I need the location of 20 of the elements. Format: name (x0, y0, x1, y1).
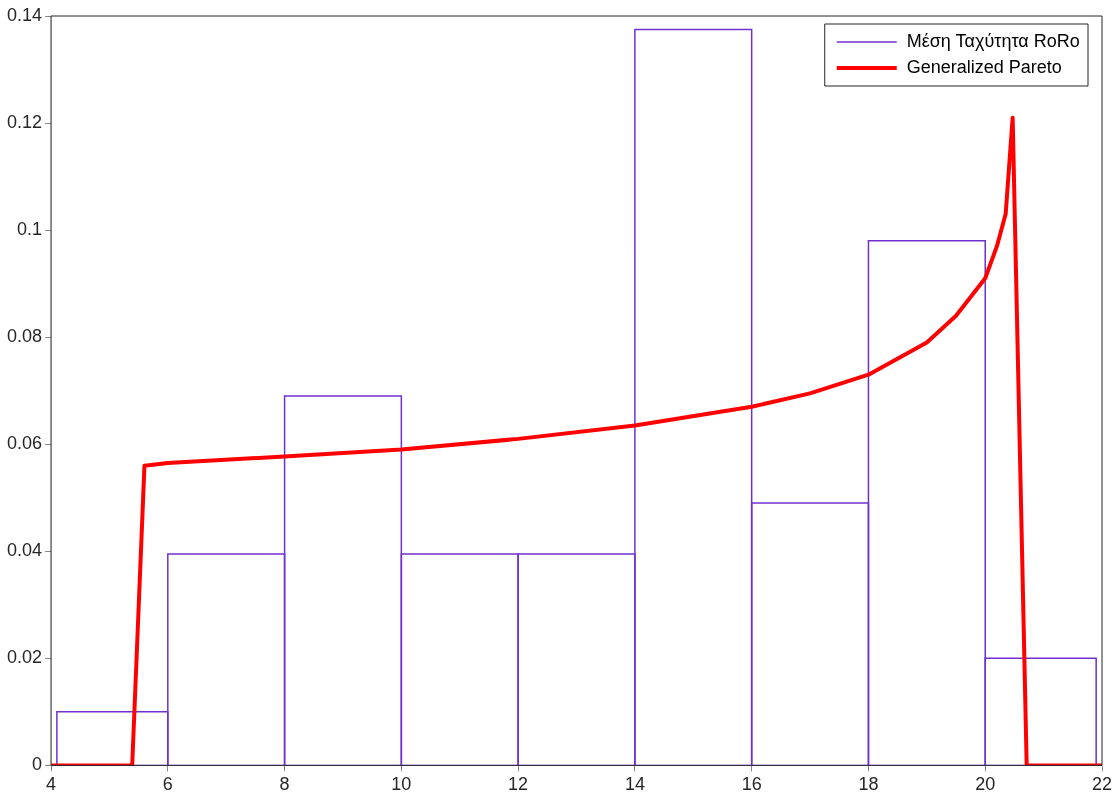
y-tick-label: 0.08 (6, 326, 43, 347)
legend-label: Μέση Ταχύτητα RoRo (906, 30, 1080, 51)
y-tick-label: 0.14 (6, 4, 43, 25)
x-tick-label: 8 (279, 774, 290, 795)
x-tick-label: 18 (858, 774, 879, 795)
x-tick-label: 14 (624, 774, 645, 795)
y-tick-label: 0.02 (6, 647, 43, 668)
x-tick-label: 6 (162, 774, 173, 795)
x-tick-label: 22 (1091, 774, 1113, 795)
x-tick-label: 4 (46, 774, 57, 795)
y-tick-label: 0.06 (6, 433, 43, 454)
y-tick-label: 0.04 (6, 540, 43, 561)
y-tick-label: 0.1 (17, 219, 43, 240)
x-tick-label: 10 (391, 774, 412, 795)
x-tick-label: 12 (508, 774, 529, 795)
x-tick-label: 20 (975, 774, 996, 795)
x-tick-label: 16 (741, 774, 762, 795)
y-tick-label: 0.12 (6, 112, 43, 133)
y-tick-label: 0 (32, 754, 43, 775)
legend-label: Generalized Pareto (906, 56, 1062, 77)
